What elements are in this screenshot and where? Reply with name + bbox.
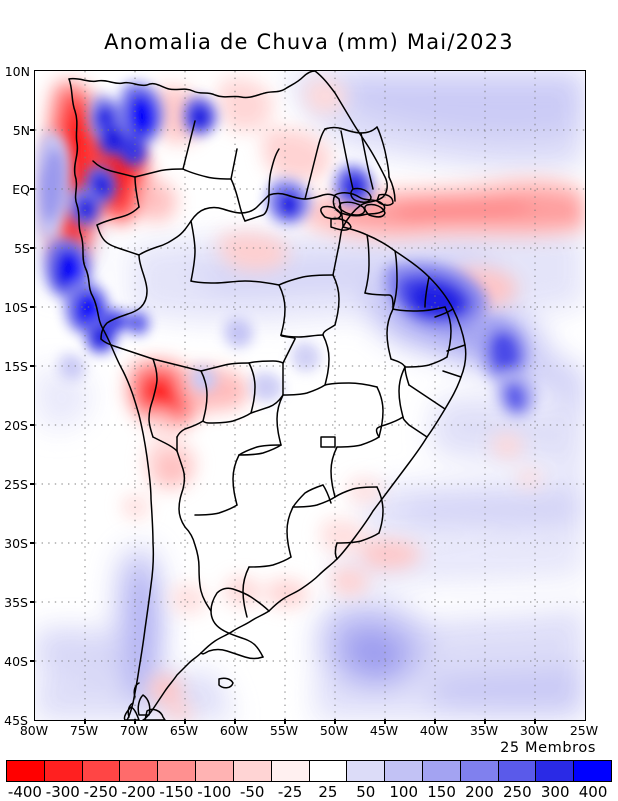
x-tick-label: 55W	[269, 723, 299, 738]
colorbar-tick-label: 400	[578, 783, 608, 801]
colorbar-tick-label: 200	[465, 783, 494, 801]
ensemble-members-caption: 25 Membros	[500, 740, 596, 756]
colorbar-segment	[574, 761, 611, 781]
x-tick-label: 45W	[369, 723, 399, 738]
x-tick-label: 50W	[319, 723, 349, 738]
x-tick-label: 65W	[169, 723, 199, 738]
colorbar-segment	[385, 761, 423, 781]
x-tickmark	[484, 719, 486, 724]
x-tickmark	[434, 719, 436, 724]
colorbar-tick-label: -200	[121, 783, 156, 801]
y-tickmark	[30, 424, 35, 426]
y-tick-label: 5S	[14, 241, 30, 256]
coastline-and-borders	[68, 71, 467, 720]
x-tick-label: 75W	[69, 723, 99, 738]
colorbar	[6, 760, 612, 782]
colorbar-segment	[120, 761, 159, 781]
x-tickmark	[84, 719, 86, 724]
x-tickmark	[334, 719, 336, 724]
y-tickmark	[30, 247, 35, 249]
x-tickmark	[534, 719, 536, 724]
y-tick-label: 40S	[4, 654, 28, 669]
y-tick-label: 20S	[4, 418, 28, 433]
x-tickmark	[184, 719, 186, 724]
colorbar-tick-label: 50	[356, 783, 376, 801]
colorbar-tick-label: -50	[239, 783, 265, 801]
y-tick-label: 25S	[4, 477, 28, 492]
colorbar-tick-label: 250	[502, 783, 532, 801]
y-tick-label: 30S	[4, 536, 28, 551]
map-plot-area	[34, 70, 586, 721]
colorbar-tick-label: -300	[45, 783, 80, 801]
colorbar-tick-label: 300	[540, 783, 570, 801]
page-title: Anomalia de Chuva (mm) Mai/2023	[104, 30, 514, 54]
y-tickmark	[30, 483, 35, 485]
colorbar-segment	[460, 761, 499, 781]
colorbar-segment	[196, 761, 234, 781]
y-tickmark	[30, 365, 35, 367]
x-tick-label: 40W	[419, 723, 449, 738]
colorbar-labels: -400 -300 -250 -200 -150 -100 -50 -25 25 50 100 150…	[6, 783, 612, 801]
colorbar-segment	[347, 761, 386, 781]
x-tick-label: 35W	[469, 723, 499, 738]
colorbar-tick-label: -250	[83, 783, 118, 801]
y-tickmark	[30, 601, 35, 603]
x-tick-label: 25W	[569, 723, 599, 738]
y-tickmark	[30, 306, 35, 308]
y-tick-label: 5N	[12, 123, 30, 138]
colorbar-tick-label: 100	[389, 783, 418, 801]
y-tickmark	[30, 542, 35, 544]
colorbar-segment	[422, 761, 461, 781]
x-tickmark	[234, 719, 236, 724]
y-tick-label: 15S	[4, 359, 28, 374]
colorbar-segment	[309, 761, 348, 781]
x-tick-label: 80W	[19, 723, 49, 738]
colorbar-tick-label: -400	[7, 783, 42, 801]
x-tick-label: 60W	[219, 723, 249, 738]
y-tick-label: 35S	[4, 595, 28, 610]
colorbar-segment	[233, 761, 272, 781]
colorbar-segment	[498, 761, 537, 781]
x-tickmark	[134, 719, 136, 724]
colorbar-tick-label: -100	[197, 783, 232, 801]
y-tickmark	[30, 129, 35, 131]
map-canvas	[35, 71, 585, 720]
colorbar-segment	[44, 761, 83, 781]
y-tick-label: EQ	[12, 182, 30, 197]
colorbar-tick-label: 25	[318, 783, 338, 801]
y-tick-label: 10S	[4, 300, 28, 315]
colorbar-segment	[271, 761, 310, 781]
colorbar-segment	[7, 761, 45, 781]
y-tickmark	[30, 188, 35, 190]
y-tick-label: 45S	[4, 713, 28, 728]
y-tickmark	[30, 660, 35, 662]
x-tick-label: 30W	[519, 723, 549, 738]
colorbar-segment	[82, 761, 121, 781]
colorbar-tick-label: -150	[159, 783, 194, 801]
colorbar-segment	[158, 761, 197, 781]
x-tickmark	[284, 719, 286, 724]
x-tickmark	[384, 719, 386, 724]
colorbar-segment	[536, 761, 575, 781]
colorbar-tick-label: -25	[277, 783, 303, 801]
x-tick-label: 70W	[119, 723, 149, 738]
y-tick-label: 10N	[4, 64, 30, 79]
colorbar-tick-label: 150	[427, 783, 456, 801]
